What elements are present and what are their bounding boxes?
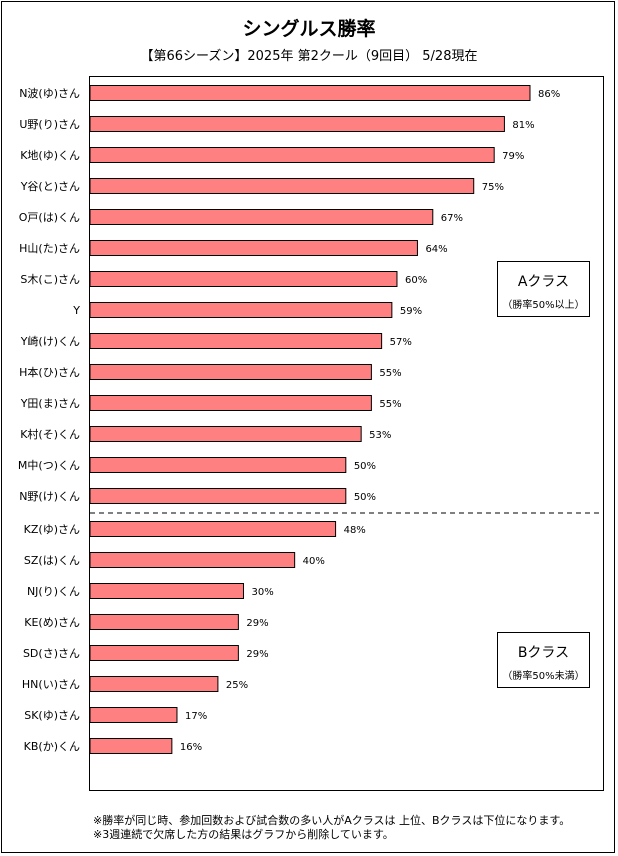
data-label: 50%	[354, 461, 376, 472]
data-label: 30%	[251, 587, 273, 598]
bar	[89, 116, 505, 132]
bar	[89, 645, 239, 661]
data-label: 48%	[344, 525, 366, 536]
category-label: NJ(り)くん	[27, 585, 80, 598]
category-label: M中(つ)くん	[18, 459, 80, 472]
bar	[89, 707, 178, 723]
bar	[89, 85, 531, 101]
data-label: 60%	[405, 275, 427, 286]
data-label: 29%	[246, 649, 268, 660]
data-label: 81%	[512, 120, 534, 131]
bar	[89, 302, 393, 318]
category-label: K村(そ)くん	[20, 427, 80, 441]
bar	[89, 552, 296, 568]
category-label: Y崎(け)くん	[20, 334, 80, 348]
chart-subtitle: 【第66シーズン】2025年 第2クール（9回目） 5/28現在	[140, 49, 478, 64]
data-label: 16%	[180, 742, 202, 753]
category-label: SD(さ)さん	[23, 647, 80, 660]
category-label: O戸(は)くん	[19, 211, 80, 224]
bar	[89, 147, 495, 163]
data-label: 25%	[226, 680, 248, 691]
bar	[89, 426, 362, 442]
category-label: HN(い)さん	[22, 678, 80, 691]
data-label: 59%	[400, 306, 422, 317]
data-label: 50%	[354, 492, 376, 503]
data-label: 79%	[502, 151, 524, 162]
data-label: 67%	[441, 213, 463, 224]
category-label: H本(ひ)さん	[19, 365, 80, 379]
class-b-box: Bクラス （勝率50%未満）	[497, 632, 590, 688]
category-label: SZ(は)くん	[24, 554, 80, 567]
category-label: KE(め)さん	[24, 616, 80, 629]
footnote-2: ※3週連続で欠席した方の結果はグラフから削除しています。	[93, 828, 394, 841]
data-label: 29%	[246, 618, 268, 629]
bar	[89, 178, 475, 194]
data-label: 55%	[379, 399, 401, 410]
category-label: KZ(ゆ)さん	[24, 523, 80, 536]
category-label: KB(か)くん	[24, 740, 80, 753]
class-b-condition: （勝率50%未満）	[502, 671, 585, 682]
category-label: N野(け)くん	[19, 490, 80, 503]
category-label: K地(ゆ)くん	[20, 149, 80, 162]
bar	[89, 395, 372, 411]
bar	[89, 333, 383, 349]
class-b-label: Bクラス	[517, 645, 570, 661]
bar	[89, 457, 347, 473]
class-a-condition: （勝率50%以上）	[502, 300, 585, 311]
category-label: S木(こ)さん	[20, 273, 80, 286]
bar	[89, 583, 244, 599]
bar	[89, 614, 239, 630]
bar	[89, 676, 219, 692]
category-label: SK(ゆ)さん	[24, 709, 80, 722]
data-label: 75%	[482, 182, 504, 193]
category-label: Y田(ま)さん	[20, 397, 80, 410]
category-label: Y	[72, 304, 80, 317]
category-label: H山(た)さん	[19, 242, 80, 255]
category-label: Y谷(と)さん	[20, 180, 80, 193]
data-label: 64%	[425, 244, 447, 255]
bar	[89, 271, 398, 287]
class-a-label: Aクラス	[517, 274, 570, 290]
bar	[89, 488, 347, 504]
bar	[89, 209, 434, 225]
bar	[89, 521, 337, 537]
chart-title: シングルス勝率	[242, 18, 376, 40]
data-label: 17%	[185, 711, 207, 722]
bar	[89, 240, 418, 256]
data-label: 40%	[303, 556, 325, 567]
data-label: 86%	[538, 89, 560, 100]
footnote-1: ※勝率が同じ時、参加回数および試合数の多い人がAクラスは 上位、Bクラスは下位に…	[93, 814, 571, 827]
category-label: N波(ゆ)さん	[19, 87, 80, 100]
class-a-box: Aクラス （勝率50%以上）	[497, 261, 590, 317]
data-label: 57%	[390, 337, 412, 348]
data-label: 53%	[369, 430, 391, 441]
bar	[89, 738, 173, 754]
category-label: U野(り)さん	[19, 118, 80, 131]
bar	[89, 364, 372, 380]
data-label: 55%	[379, 368, 401, 379]
